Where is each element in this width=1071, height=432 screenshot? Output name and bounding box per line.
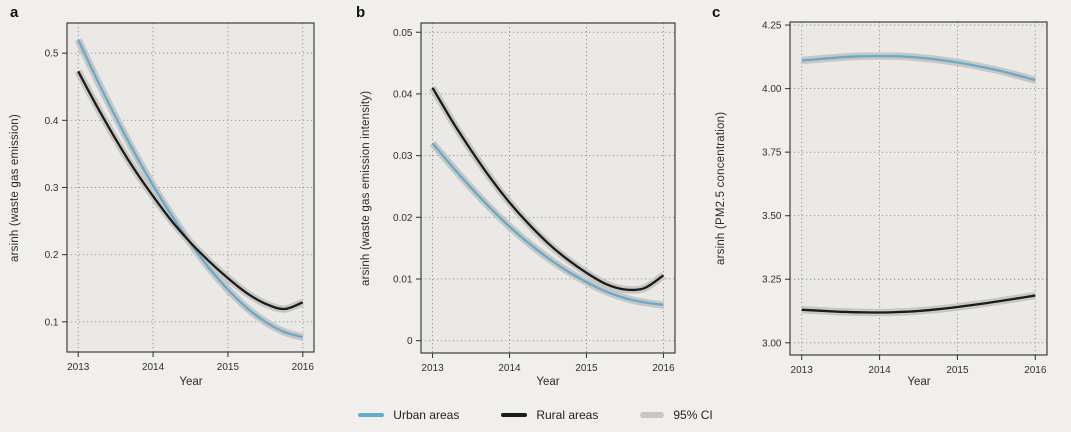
panel-b-label: b [356, 4, 366, 21]
x-tick-label: 2016 [292, 362, 315, 373]
y-tick-label: 4.00 [762, 84, 782, 95]
legend: Urban areas Rural areas 95% CI [0, 404, 1071, 426]
y-tick-label: 0.04 [393, 89, 413, 100]
x-tick-label: 2013 [791, 365, 814, 376]
y-tick-label: 0.4 [45, 116, 59, 127]
y-tick-label: 0.3 [45, 183, 59, 194]
y-tick-label: 0.03 [393, 151, 413, 162]
legend-item-urban-areas: Urban areas [358, 408, 459, 422]
y-tick-label: 0.1 [45, 317, 59, 328]
urban-line [431, 142, 664, 307]
y-tick-label: 3.75 [762, 148, 782, 159]
x-tick-label: 2015 [217, 362, 240, 373]
y-tick-label: 3.00 [762, 338, 782, 349]
x-tick-label: 2013 [421, 363, 444, 374]
y-tick-label: 4.25 [762, 21, 782, 32]
rural-line [77, 70, 304, 311]
urban-line-swatch-icon [358, 413, 385, 417]
panel-b-plot: 0 0.01 0.02 0.03 0.04 0.05 2013 2014 2015 2016 [393, 22, 676, 374]
y-tick-label: 0.05 [393, 28, 413, 39]
x-tick-label: 2015 [575, 363, 598, 374]
rural-line [801, 294, 1036, 314]
panel-c-x-axis-title: Year [907, 376, 931, 388]
urban-line [801, 54, 1036, 82]
y-tick-label: 0.5 [45, 49, 59, 60]
x-tick-label: 2016 [652, 363, 675, 374]
y-tick-label: 3.50 [762, 211, 782, 222]
panel-c-y-axis-title: arsinh (PM2.5 concentration) [715, 111, 727, 265]
legend-label-urban: Urban areas [393, 408, 460, 422]
legend-label-rural: Rural areas [536, 408, 599, 422]
legend-item-rural-areas: Rural areas [501, 408, 598, 422]
y-tick-label: 0.01 [393, 274, 413, 285]
ci-band-swatch-icon [640, 412, 665, 418]
x-tick-label: 2013 [67, 362, 90, 373]
plot-border [789, 21, 1048, 356]
x-tick-label: 2015 [946, 365, 969, 376]
x-tick-label: 2014 [498, 363, 521, 374]
legend-item-95ci: 95% CI [640, 408, 713, 422]
plot-border [420, 22, 676, 354]
panel-b-x-axis-title: Year [536, 376, 560, 388]
rural-line [431, 87, 665, 292]
panel-c-plot: 3.00 3.25 3.50 3.75 4.00 4.25 2013 2014 2015 2016 [762, 21, 1048, 376]
y-tick-label: 0.2 [45, 250, 59, 261]
panel-c-label: c [712, 4, 721, 21]
panel-a-plot: 0.1 0.2 0.3 0.4 0.5 2013 2014 2015 2016 [45, 22, 315, 373]
y-tick-label: 3.25 [762, 275, 782, 286]
x-tick-label: 2016 [1024, 365, 1047, 376]
rural-line-swatch-icon [501, 413, 528, 417]
panel-a-label: a [10, 4, 19, 21]
x-tick-label: 2014 [142, 362, 165, 373]
legend-label-95ci: 95% CI [673, 408, 713, 422]
panel-a-x-axis-title: Year [179, 376, 203, 388]
x-tick-label: 2014 [868, 365, 891, 376]
y-tick-label: 0.02 [393, 213, 413, 224]
y-tick-label: 0 [407, 336, 413, 347]
